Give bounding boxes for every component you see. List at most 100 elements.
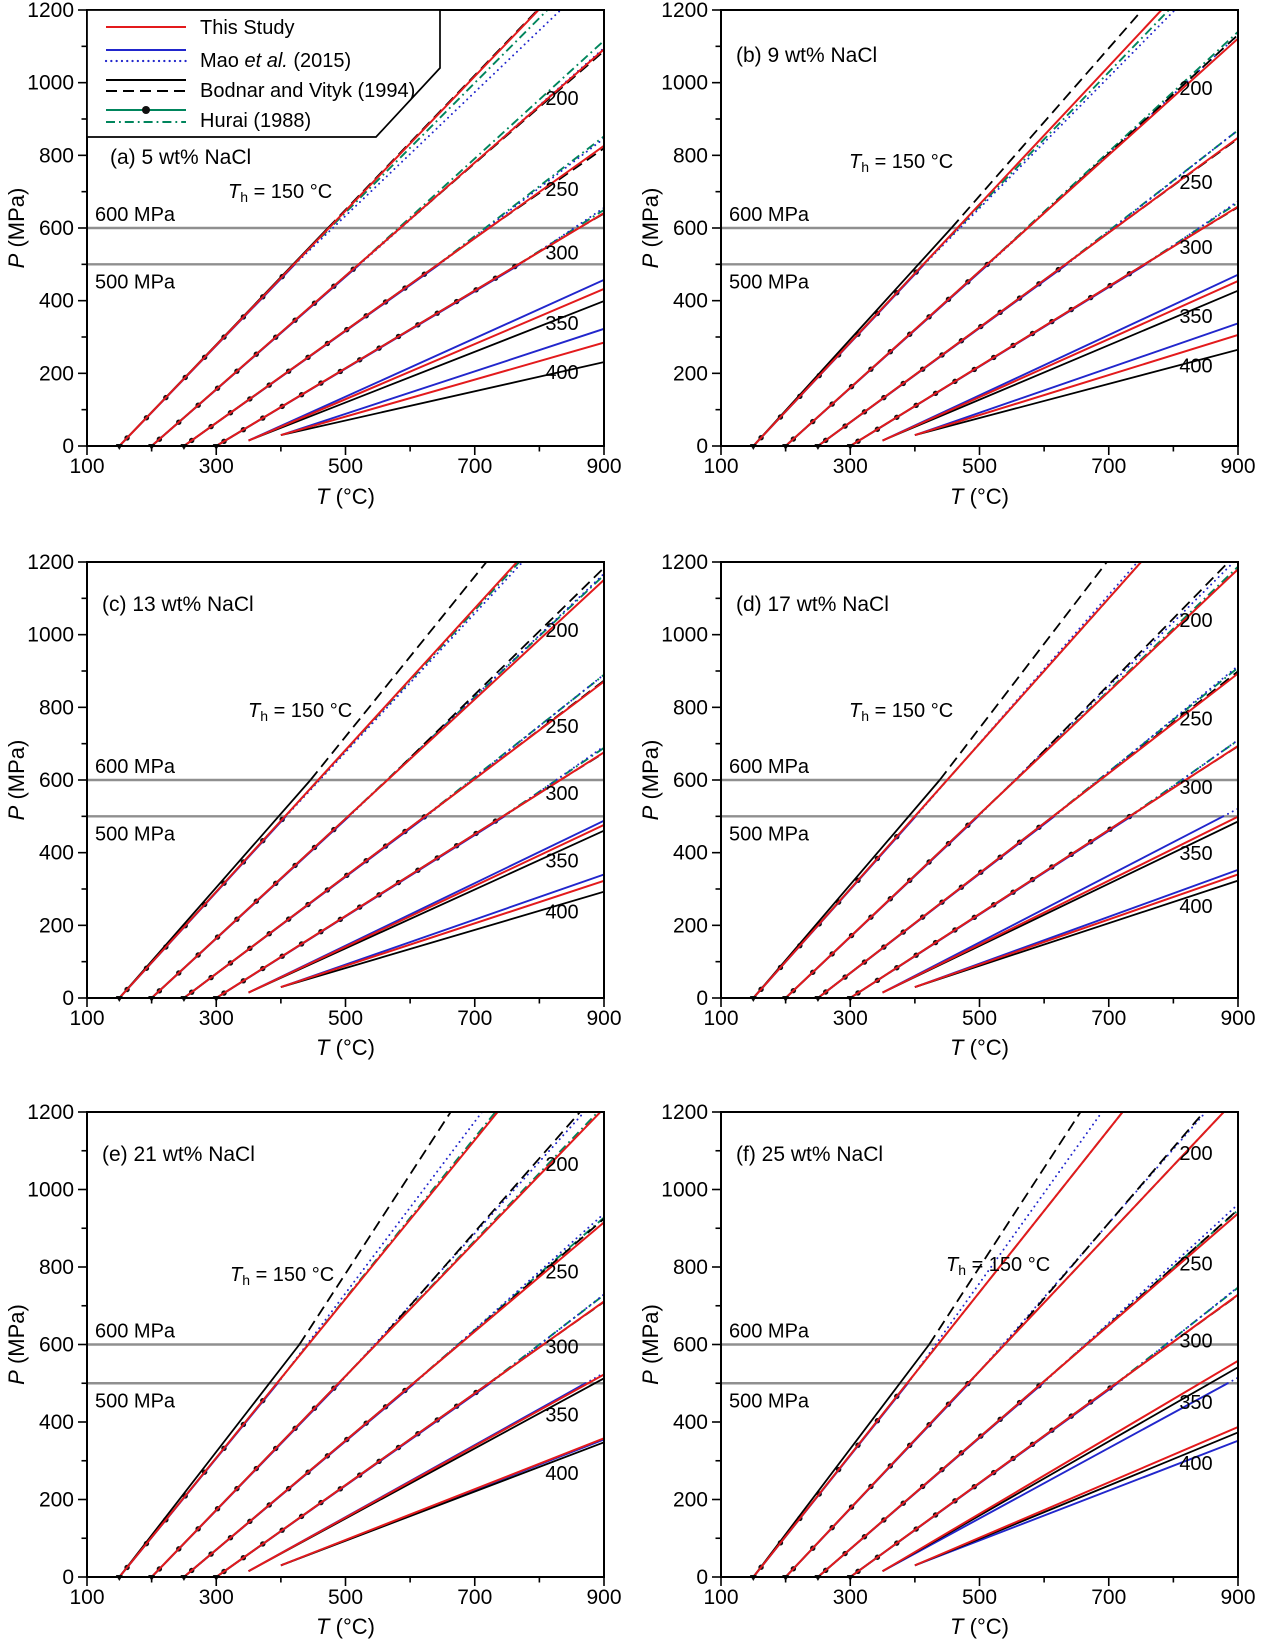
x-tick-label: 700 [457,1586,492,1609]
isochore-this-study [215,1300,604,1577]
x-tick-label: 900 [586,1586,621,1609]
isochore-bodnar-extrapolated [298,1112,452,1345]
y-tick-label: 200 [39,914,74,937]
isochore-this-study [882,280,1238,442]
plot-area [87,1112,604,1577]
panel-f-chart: 600 MPa 500 MPa 200 250 300 350 400 100 300 500 70… [638,1101,1256,1639]
y-tick-label: 800 [39,1256,74,1279]
y-tick-label: 0 [696,1566,708,1589]
isochore-group-label: 400 [545,902,578,924]
isochore-bodnar-solid [280,361,604,436]
isochore-group-label: 200 [1179,1143,1212,1165]
x-tick-label: 900 [586,455,621,478]
isochore-group-label: 200 [545,620,578,642]
isochore-this-study [849,205,1238,446]
isochore-this-study [248,823,604,994]
isochore-this-study [752,562,1143,998]
isochore-this-study [215,212,604,446]
panel-e-chart: 600 MPa 500 MPa 200 250 300 350 400 100 300 500 70… [4,1101,622,1639]
x-axis-label: T (°C) [316,484,375,509]
x-tick-label: 500 [328,1586,363,1609]
isochore-bodnar-extrapolated [1014,562,1230,781]
isochore-this-study [248,1373,604,1573]
y-tick-label: 1200 [661,0,708,22]
legend-entry-label: Hurai (1988) [200,110,311,132]
isochore-this-study [183,680,604,998]
isochore-mao-extrapolated [968,1112,1207,1385]
y-axis-label: P (MPa) [4,740,29,821]
x-tick-label: 700 [1091,455,1126,478]
plot-area [87,562,604,998]
isochore-bodnar-solid [248,300,604,442]
isochore-bodnar-extrapolated [458,1218,604,1346]
x-axis-label: T (°C) [950,1035,1009,1060]
isochore-hurai-extrapolated [914,562,1143,817]
ref-label-500: 500 MPa [95,271,176,293]
isochore-group-label: 250 [1179,172,1212,194]
isochore-mao-solid [914,1439,1238,1567]
x-axis-label: T (°C) [316,1614,375,1639]
isochore-bodnar-extrapolated [939,562,1108,781]
plot-area [721,1112,1238,1577]
isochore-this-study [752,1112,1124,1577]
isochore-this-study [280,879,604,989]
y-tick-label: 800 [673,144,708,167]
ref-label-500: 500 MPa [729,271,810,293]
x-tick-label: 300 [199,455,234,478]
ref-label-500: 500 MPa [729,823,810,845]
x-tick-label: 900 [1220,1007,1255,1030]
y-tick-label: 400 [39,290,74,313]
isochore-this-study [752,10,1163,446]
y-tick-label: 600 [673,769,708,792]
isochore-this-study [882,1359,1238,1573]
y-tick-label: 400 [39,1411,74,1434]
y-tick-label: 1000 [661,72,708,95]
isochore-mao-extrapolated [923,10,1177,266]
x-tick-label: 500 [328,455,363,478]
isochore-group-label: 350 [545,313,578,335]
isochore-this-study [183,145,604,446]
isochore-group-label: 350 [545,850,578,872]
y-tick-label: 1200 [661,1101,708,1124]
isochore-group-label: 300 [1179,237,1212,259]
y-tick-label: 1200 [27,551,74,574]
isochore-group-label: 200 [1179,610,1212,632]
legend-entry-label: Mao et al. (2015) [200,50,351,72]
isochore-group-label: 200 [1179,78,1212,100]
panel-title: (a) 5 wt% NaCl [110,146,251,169]
isochore-bodnar-extrapolated [386,567,604,781]
y-tick-label: 1000 [27,624,74,647]
isochore-this-study [817,1212,1238,1577]
x-tick-label: 900 [586,1007,621,1030]
isochore-bodnar-solid [882,289,1238,442]
ref-label-500: 500 MPa [95,1390,176,1412]
isochore-group-label: 250 [545,179,578,201]
x-tick-label: 300 [199,1586,234,1609]
isochore-bodnar-solid [280,890,604,988]
y-tick-label: 1000 [661,1179,708,1202]
panel-title: (d) 17 wt% NaCl [736,593,889,616]
x-tick-label: 100 [703,1586,738,1609]
panel-c-chart: 600 MPa 500 MPa 200 250 300 350 400 100 300 500 70… [4,551,622,1060]
th-annotation: Th = 150 °C [248,700,352,724]
ref-label-600: 600 MPa [729,204,810,226]
legend-entry-label: Bodnar and Vityk (1994) [200,80,415,102]
isochore-bodnar-solid [118,1343,301,1577]
x-tick-label: 100 [703,1007,738,1030]
y-axis-label: P (MPa) [4,188,29,269]
x-tick-label: 700 [1091,1007,1126,1030]
isochore-this-study [784,37,1238,446]
isochore-mao-solid [882,815,1224,994]
isochore-this-study [118,1112,499,1577]
isochore-mao-extrapolated [1226,1376,1238,1385]
x-tick-label: 700 [457,455,492,478]
isochore-this-study [784,1112,1226,1577]
y-tick-label: 800 [39,144,74,167]
y-tick-label: 1000 [27,1179,74,1202]
legend-entry-label: This Study [200,17,294,39]
isochore-mao-extrapolated [906,1112,1104,1385]
th-annotation: Th = 150 °C [228,181,332,205]
isochore-group-label: 400 [545,1463,578,1485]
y-tick-label: 0 [62,1566,74,1589]
y-tick-label: 1200 [661,551,708,574]
